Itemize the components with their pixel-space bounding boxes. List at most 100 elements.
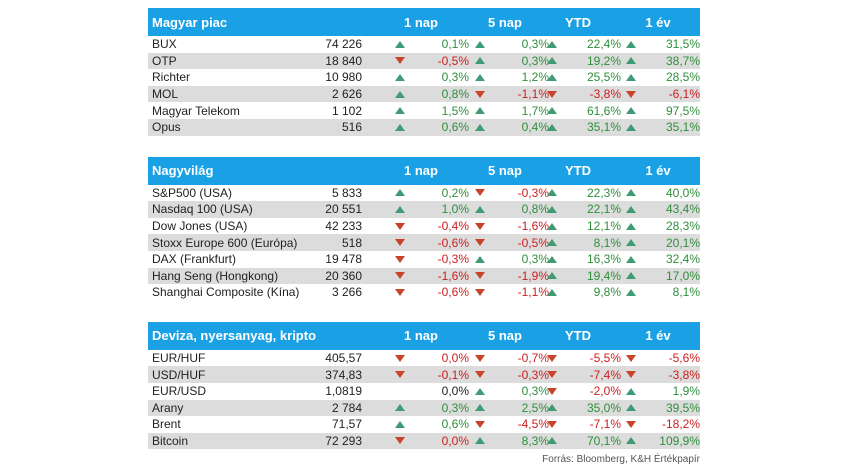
change-cell-ytd: 12,1%: [545, 218, 621, 235]
change-cell-d5: 0,3%: [473, 36, 549, 53]
change-value: 0,0%: [441, 384, 469, 399]
change-cell-ytd: 70,1%: [545, 433, 621, 450]
instrument-name: MOL: [152, 87, 179, 102]
change-cell-y1: 1,9%: [624, 383, 700, 400]
column-header: 1 nap: [404, 328, 438, 344]
triangle-down-icon: [393, 251, 407, 268]
change-cell-d1: -0,6%: [393, 284, 469, 301]
triangle-up-icon: [624, 284, 638, 301]
triangle-up-icon: [393, 69, 407, 86]
section-1: Magyar piac 1 nap 5 nap YTD 1 év BUX 74 226 0,1…: [148, 8, 700, 136]
triangle-down-icon: [393, 433, 407, 450]
change-cell-d1: -0,3%: [393, 251, 469, 268]
instrument-value: 19 478: [325, 252, 362, 267]
change-value: 39,5%: [665, 400, 700, 415]
source-note: Forrás: Bloomberg, K&H Értékpapír: [542, 454, 700, 465]
change-value: -1,1%: [517, 285, 549, 300]
triangle-up-icon: [545, 119, 559, 136]
triangle-up-icon: [473, 102, 487, 119]
triangle-up-icon: [393, 119, 407, 136]
instrument-value: 518: [341, 235, 362, 250]
change-cell-d1: 1,5%: [393, 102, 469, 119]
change-cell-ytd: -7,1%: [545, 416, 621, 433]
triangle-up-icon: [393, 86, 407, 103]
change-cell-ytd: 8,1%: [545, 234, 621, 251]
triangle-down-icon: [393, 366, 407, 383]
triangle-down-icon: [473, 284, 487, 301]
instrument-name: EUR/USD: [152, 384, 207, 399]
change-cell-d5: -1,1%: [473, 284, 549, 301]
instrument-name: Stoxx Europe 600 (Európa): [152, 235, 298, 250]
instrument-value: 71,57: [331, 417, 362, 432]
change-value: -0,3%: [517, 367, 549, 382]
change-value: -3,8%: [589, 87, 621, 102]
instrument-name: DAX (Frankfurt): [152, 252, 237, 267]
change-value: 1,2%: [521, 70, 549, 85]
change-cell-ytd: 16,3%: [545, 251, 621, 268]
instrument-value: 20 551: [325, 202, 362, 217]
change-cell-y1: -5,6%: [624, 350, 700, 367]
triangle-down-icon: [624, 350, 638, 367]
instrument-name: Opus: [152, 120, 181, 135]
change-value: 109,9%: [659, 433, 700, 448]
triangle-down-icon: [473, 218, 487, 235]
change-cell-d1: 0,1%: [393, 36, 469, 53]
change-value: 8,1%: [672, 285, 700, 300]
triangle-up-icon: [624, 36, 638, 53]
triangle-up-icon: [473, 53, 487, 70]
change-cell-y1: 39,5%: [624, 400, 700, 417]
instrument-name: Nasdaq 100 (USA): [152, 202, 253, 217]
table-row: Shanghai Composite (Kína) 3 266 -0,6% -1,1%…: [148, 284, 700, 301]
change-value: 8,3%: [521, 433, 549, 448]
column-header: 1 nap: [404, 163, 438, 179]
change-value: 0,3%: [521, 252, 549, 267]
triangle-up-icon: [624, 53, 638, 70]
column-header: 1 nap: [404, 14, 438, 30]
instrument-name: Magyar Telekom: [152, 103, 240, 118]
change-value: -2,0%: [589, 384, 621, 399]
change-value: -1,6%: [517, 219, 549, 234]
triangle-up-icon: [393, 201, 407, 218]
instrument-name: Shanghai Composite (Kína): [152, 285, 300, 300]
change-cell-ytd: 61,6%: [545, 102, 621, 119]
change-value: 0,0%: [441, 351, 469, 366]
triangle-up-icon: [473, 433, 487, 450]
change-value: 1,7%: [521, 103, 549, 118]
change-cell-d5: -0,7%: [473, 350, 549, 367]
column-header: 5 nap: [488, 328, 522, 344]
change-cell-y1: 8,1%: [624, 284, 700, 301]
triangle-up-icon: [545, 268, 559, 285]
triangle-up-icon: [545, 53, 559, 70]
section-title: Nagyvilág: [152, 163, 214, 179]
change-cell-y1: 109,9%: [624, 433, 700, 450]
change-value: 35,1%: [665, 120, 700, 135]
change-cell-ytd: 22,4%: [545, 36, 621, 53]
table-row: BUX 74 226 0,1% 0,3% 22,4% 31,5%: [148, 36, 700, 53]
triangle-up-icon: [473, 400, 487, 417]
change-value: 22,3%: [586, 185, 621, 200]
instrument-name: USD/HUF: [152, 367, 206, 382]
change-cell-ytd: 19,4%: [545, 268, 621, 285]
triangle-up-icon: [624, 119, 638, 136]
instrument-value: 18 840: [325, 53, 362, 68]
change-value: 35,0%: [586, 400, 621, 415]
change-value: -0,1%: [437, 367, 469, 382]
change-cell-ytd: 19,2%: [545, 53, 621, 70]
change-cell-y1: 38,7%: [624, 53, 700, 70]
section-header: Magyar piac 1 nap 5 nap YTD 1 év: [148, 8, 700, 36]
table-row: EUR/USD 1,0819 0,0% 0,3% -2,0% 1,9%: [148, 383, 700, 400]
triangle-up-icon: [545, 201, 559, 218]
change-cell-d1: 0,0%: [393, 383, 469, 400]
change-cell-d5: 1,2%: [473, 69, 549, 86]
section-title: Magyar piac: [152, 14, 228, 30]
column-header: YTD: [565, 14, 591, 30]
section-title: Deviza, nyersanyag, kripto: [152, 328, 317, 344]
triangle-up-icon: [393, 416, 407, 433]
table-row: Dow Jones (USA) 42 233 -0,4% -1,6% 12,1% 28,3…: [148, 218, 700, 235]
triangle-down-icon: [473, 416, 487, 433]
triangle-up-icon: [545, 251, 559, 268]
change-value: -0,7%: [517, 351, 549, 366]
change-value: 0,8%: [521, 202, 549, 217]
triangle-down-icon: [473, 86, 487, 103]
change-cell-y1: 35,1%: [624, 119, 700, 136]
